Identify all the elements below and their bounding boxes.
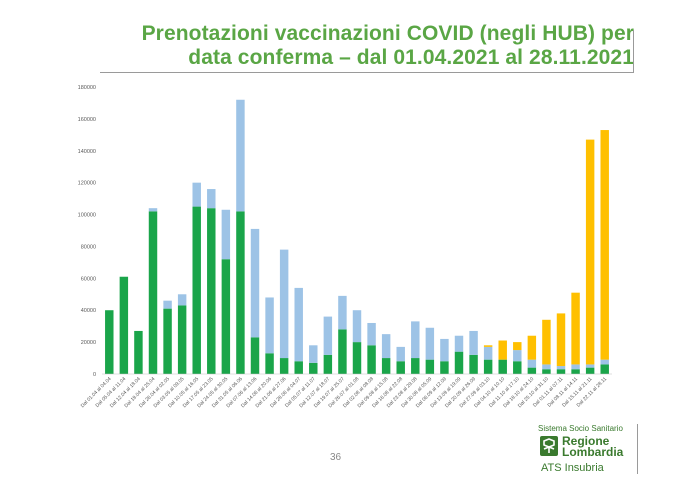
bar-8-series-1 (221, 209, 231, 260)
regione-lombardia-logo-icon (540, 436, 558, 456)
bar-31-series-0 (556, 369, 566, 374)
bar-34-series-0 (600, 364, 609, 374)
bar-19-series-1 (381, 334, 391, 359)
bar-30-series-1 (542, 364, 551, 370)
bar-11-series-0 (265, 353, 274, 374)
bar-28-series-0 (513, 361, 522, 374)
bar-33-series-0 (585, 367, 595, 374)
bar-10-series-1 (250, 228, 260, 338)
bar-25-series-0 (469, 354, 478, 374)
slide-title: Prenotazioni vaccinazioni COVID (negli H… (34, 22, 634, 70)
bar-7-series-1 (207, 189, 216, 209)
bar-16-series-1 (338, 295, 347, 330)
bar-28-series-1 (513, 350, 522, 362)
y-tick-label-0: 0 (93, 372, 96, 378)
bar-18-series-1 (367, 322, 376, 346)
bar-7-series-0 (207, 208, 216, 374)
logo-subtitle: ATS Insubria (541, 462, 604, 474)
bar-6-series-1 (192, 182, 201, 207)
bar-16-series-0 (338, 329, 347, 374)
bar-29-series-2 (527, 335, 537, 360)
logo-caption: Sistema Socio Sanitario (538, 424, 623, 433)
bar-23-series-0 (440, 361, 449, 374)
bar-25-series-1 (469, 330, 478, 355)
bar-29-series-0 (527, 367, 537, 374)
bar-2-series-0 (134, 330, 143, 374)
bar-12-series-1 (279, 249, 289, 359)
title-side-rule (633, 30, 634, 73)
bar-5-series-0 (177, 305, 187, 374)
bar-24-series-0 (454, 351, 464, 374)
bar-31-series-2 (556, 313, 566, 367)
y-tick-label-1: 20000 (81, 340, 96, 346)
bar-20-series-1 (396, 346, 405, 362)
bar-9-series-1 (236, 99, 245, 212)
bar-15-series-0 (323, 354, 333, 374)
bar-24-series-1 (454, 335, 464, 352)
bar-13-series-1 (294, 287, 303, 362)
bar-15-series-1 (323, 316, 333, 355)
bar-6-series-0 (192, 206, 201, 374)
bar-12-series-0 (279, 358, 289, 374)
bar-14-series-1 (309, 345, 318, 363)
bar-22-series-0 (425, 359, 435, 374)
bar-17-series-1 (352, 310, 362, 343)
logo-name: Regione Lombardia (562, 434, 624, 459)
bar-9-series-0 (236, 211, 245, 374)
bar-33-series-2 (585, 139, 595, 365)
title-underline (100, 72, 634, 73)
bar-19-series-0 (381, 358, 391, 374)
y-tick-label-8: 160000 (78, 117, 96, 123)
y-tick-label-3: 60000 (81, 276, 96, 282)
bar-4-series-0 (163, 308, 172, 374)
slide-title-line-2: data conferma – dal 01.04.2021 al 28.11.… (188, 46, 634, 69)
bar-11-series-1 (265, 297, 274, 354)
bar-27-series-2 (498, 340, 507, 360)
bar-32-series-0 (571, 369, 580, 374)
bookings-bar-chart: 0 20000 40000 60000 80000 100000 120000 140000 1… (78, 85, 612, 409)
bar-30-series-0 (542, 369, 551, 374)
y-tick-label-2: 40000 (81, 308, 96, 314)
bar-23-series-1 (440, 338, 449, 362)
bar-21-series-1 (411, 321, 420, 359)
bar-31-series-1 (556, 366, 566, 370)
bar-4-series-1 (163, 300, 172, 309)
y-tick-label-7: 140000 (78, 149, 96, 155)
logo-divider (637, 424, 638, 474)
bar-18-series-0 (367, 345, 376, 374)
bar-32-series-2 (571, 292, 580, 365)
y-tick-label-5: 100000 (78, 213, 96, 219)
y-tick-label-9: 180000 (78, 85, 96, 91)
bar-0-series-0 (105, 310, 114, 374)
bar-30-series-2 (542, 319, 551, 365)
bar-33-series-1 (585, 364, 595, 368)
bar-32-series-1 (571, 364, 580, 370)
bar-22-series-1 (425, 327, 435, 360)
bar-21-series-0 (411, 358, 420, 374)
bar-29-series-1 (527, 359, 537, 368)
bar-34-series-1 (600, 359, 609, 365)
bar-5-series-1 (177, 294, 187, 306)
bar-26-series-0 (483, 359, 493, 374)
bar-13-series-0 (294, 361, 303, 374)
bar-20-series-0 (396, 361, 405, 374)
bar-34-series-2 (600, 130, 609, 360)
bar-26-series-1 (483, 346, 493, 360)
bar-3-series-1 (148, 208, 158, 212)
page-number: 36 (330, 452, 342, 463)
bar-28-series-2 (513, 342, 522, 351)
bar-8-series-0 (221, 259, 231, 374)
bar-1-series-0 (119, 276, 129, 374)
bar-27-series-0 (498, 359, 507, 374)
bar-17-series-0 (352, 342, 362, 374)
bar-14-series-0 (309, 362, 318, 374)
y-tick-label-4: 80000 (81, 244, 96, 250)
bar-26-series-2 (483, 345, 493, 347)
bar-3-series-0 (148, 211, 158, 374)
y-tick-label-6: 120000 (78, 181, 96, 187)
slide-title-line-1: Prenotazioni vaccinazioni COVID (negli H… (141, 22, 634, 45)
bar-10-series-0 (250, 337, 260, 374)
